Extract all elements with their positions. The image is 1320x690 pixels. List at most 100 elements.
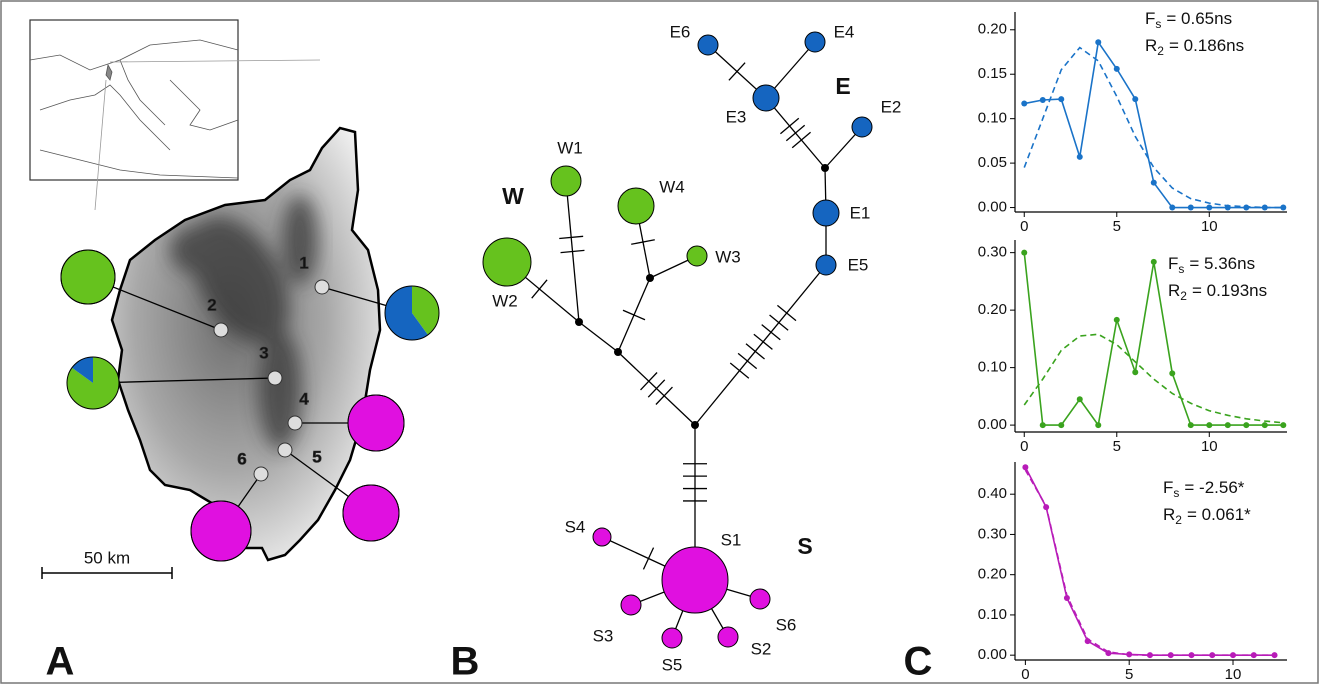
stat-symbol: R [1163, 505, 1175, 524]
group-label: W [502, 183, 524, 209]
observed-point [1280, 422, 1286, 428]
y-tick-label: 0.15 [978, 65, 1007, 82]
stat-annotation: R2= 0.186ns [1145, 36, 1244, 58]
x-tick-label: 10 [1225, 666, 1242, 683]
observed-point [1077, 396, 1083, 402]
x-tick-label: 10 [1201, 438, 1218, 455]
mutation-tick [762, 325, 781, 340]
site-point [214, 323, 228, 337]
observed-point [1225, 422, 1231, 428]
y-tick-label: 0.30 [978, 525, 1007, 542]
observed-point [1022, 464, 1028, 470]
haplotype-label: E2 [881, 97, 902, 116]
haplotype-label: E4 [834, 22, 855, 41]
observed-point [1114, 317, 1120, 323]
stat-subscript: 2 [1180, 289, 1187, 303]
site-label: 3 [259, 343, 268, 362]
panel-letter: C [904, 640, 933, 684]
expected-line [1024, 334, 1283, 423]
y-tick-label: 0.20 [978, 301, 1007, 318]
median-vector [691, 421, 699, 429]
observed-point [1077, 154, 1083, 160]
page: 50 km A B C 123456W1W2W3W4E1E2E3E4E5E6S1… [0, 0, 1320, 685]
haplotype-node [662, 628, 682, 648]
stat-value: = 0.65ns [1166, 9, 1232, 28]
observed-point [1021, 101, 1027, 107]
haplotype-label: S4 [565, 517, 586, 536]
x-tick-label: 5 [1125, 666, 1133, 683]
stat-annotation: Fs= -2.56* [1163, 478, 1245, 500]
stat-subscript: 2 [1175, 513, 1182, 527]
mutation-tick [746, 344, 765, 359]
site-label: 4 [299, 389, 309, 408]
haplotype-node [852, 117, 872, 137]
stat-value: = 0.061* [1187, 505, 1251, 524]
mutation-tick [623, 310, 645, 320]
site-point [315, 280, 329, 294]
stat-symbol: F [1168, 254, 1178, 273]
observed-point [1206, 205, 1212, 211]
stat-annotation: R2= 0.193ns [1168, 281, 1267, 303]
haplotype-node [621, 595, 641, 615]
mutation-tick [532, 280, 547, 298]
stat-value: = -2.56* [1184, 478, 1244, 497]
median-vector [614, 348, 622, 356]
observed-point [1169, 370, 1175, 376]
haplotype-node [662, 547, 728, 613]
y-tick-label: 0.00 [978, 199, 1007, 216]
observed-point [1169, 205, 1175, 211]
stat-annotation: R2 = 0.061* [1163, 505, 1251, 527]
site-point [268, 371, 282, 385]
group-label: E [835, 73, 850, 99]
haplotype-label: E1 [850, 203, 871, 222]
x-tick-label: 0 [1020, 218, 1028, 235]
median-vector [575, 318, 583, 326]
observed-point [1095, 39, 1101, 45]
x-tick-label: 5 [1113, 218, 1121, 235]
stat-annotation: Fs= 0.65ns [1145, 9, 1232, 31]
haplotype-node [698, 35, 718, 55]
haplotype-label: E3 [726, 107, 747, 126]
y-tick-label: 0.10 [978, 110, 1007, 127]
y-tick-label: 0.30 [978, 244, 1007, 261]
network-edge [695, 265, 826, 425]
mutation-tick [738, 353, 757, 368]
inset-map [30, 20, 320, 210]
stat-value: = 0.193ns [1192, 281, 1267, 300]
y-tick-label: 0.40 [978, 485, 1007, 502]
mutation-tick [777, 305, 796, 320]
observed-point [1021, 250, 1027, 256]
observed-point [1151, 180, 1157, 186]
y-tick-label: 0.20 [978, 21, 1007, 38]
mutation-tick [754, 334, 773, 349]
observed-point [1095, 422, 1101, 428]
haplotype-label: W2 [492, 291, 518, 310]
observed-point [1262, 422, 1268, 428]
scale-label: 50 km [84, 548, 130, 567]
observed-point [1151, 259, 1157, 265]
haplotype-label: E5 [848, 255, 869, 274]
haplotype-label: S6 [776, 615, 797, 634]
haplotype-node [813, 200, 839, 226]
haplotype-node [750, 589, 770, 609]
haplotype-node [718, 627, 738, 647]
stat-symbol: R [1145, 36, 1157, 55]
observed-point [1058, 422, 1064, 428]
haplotype-label: S1 [721, 530, 742, 549]
mutation-tick [729, 63, 745, 81]
site-label: 6 [237, 449, 246, 468]
mutation-tick [730, 363, 749, 378]
y-tick-label: 0.10 [978, 359, 1007, 376]
haplotype-node [618, 188, 654, 224]
haplotype-label: W3 [715, 247, 741, 266]
mutation-tick [643, 548, 653, 570]
observed-point [1040, 97, 1046, 103]
x-tick-label: 0 [1021, 666, 1029, 683]
stat-subscript: s [1178, 262, 1184, 276]
stat-value: = 5.36ns [1189, 254, 1255, 273]
network-edge [579, 322, 618, 352]
haplotype-label: W1 [557, 138, 583, 157]
stat-annotation: Fs = 5.36ns [1168, 254, 1255, 276]
observed-point [1280, 205, 1286, 211]
haplotype-label: E6 [670, 22, 691, 41]
